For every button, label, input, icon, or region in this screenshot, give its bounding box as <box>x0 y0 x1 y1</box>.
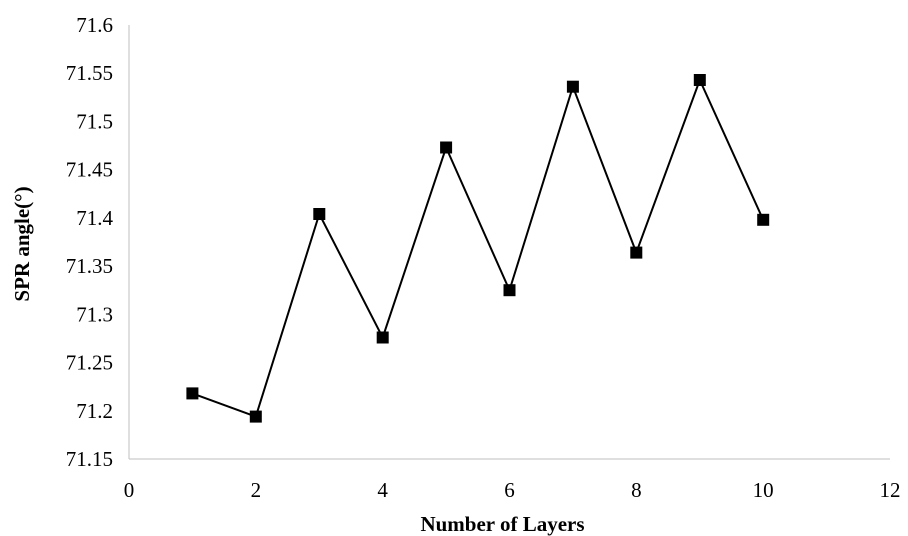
x-tick-label: 6 <box>504 478 515 502</box>
data-points <box>186 74 770 423</box>
y-tick-label: 71.3 <box>76 302 113 326</box>
x-axis-title: Number of Layers <box>420 512 584 536</box>
y-tick-label: 71.2 <box>76 399 113 423</box>
x-tick-label: 4 <box>377 478 388 502</box>
y-axis-ticks: 71.15 71.2 71.25 71.3 71.35 71.4 71.45 71.5 71.5… <box>66 13 114 471</box>
x-axis-ticks: 0 2 4 6 8 10 12 <box>124 478 901 502</box>
x-tick-label: 10 <box>753 478 774 502</box>
y-tick-label: 71.45 <box>66 158 113 182</box>
data-point <box>440 141 453 154</box>
data-point <box>249 410 262 423</box>
data-point <box>693 74 706 86</box>
y-tick-label: 71.6 <box>76 13 113 37</box>
series-line <box>192 77 765 418</box>
data-point <box>186 387 199 400</box>
y-tick-label: 71.55 <box>66 61 113 85</box>
data-point <box>313 208 326 220</box>
y-axis-title: SPR angle(°) <box>10 186 34 301</box>
x-tick-label: 2 <box>251 478 262 502</box>
y-tick-label: 71.4 <box>76 206 113 230</box>
data-point <box>757 213 770 226</box>
y-tick-label: 71.35 <box>66 254 113 278</box>
data-point <box>503 284 516 297</box>
data-point <box>566 80 579 93</box>
x-tick-label: 12 <box>880 478 901 502</box>
x-tick-label: 8 <box>631 478 642 502</box>
y-tick-label: 71.5 <box>76 109 113 133</box>
data-point <box>630 246 643 259</box>
x-tick-label: 0 <box>124 478 135 502</box>
data-point <box>376 331 389 344</box>
y-tick-label: 71.15 <box>66 447 113 471</box>
y-tick-label: 71.25 <box>66 351 113 375</box>
